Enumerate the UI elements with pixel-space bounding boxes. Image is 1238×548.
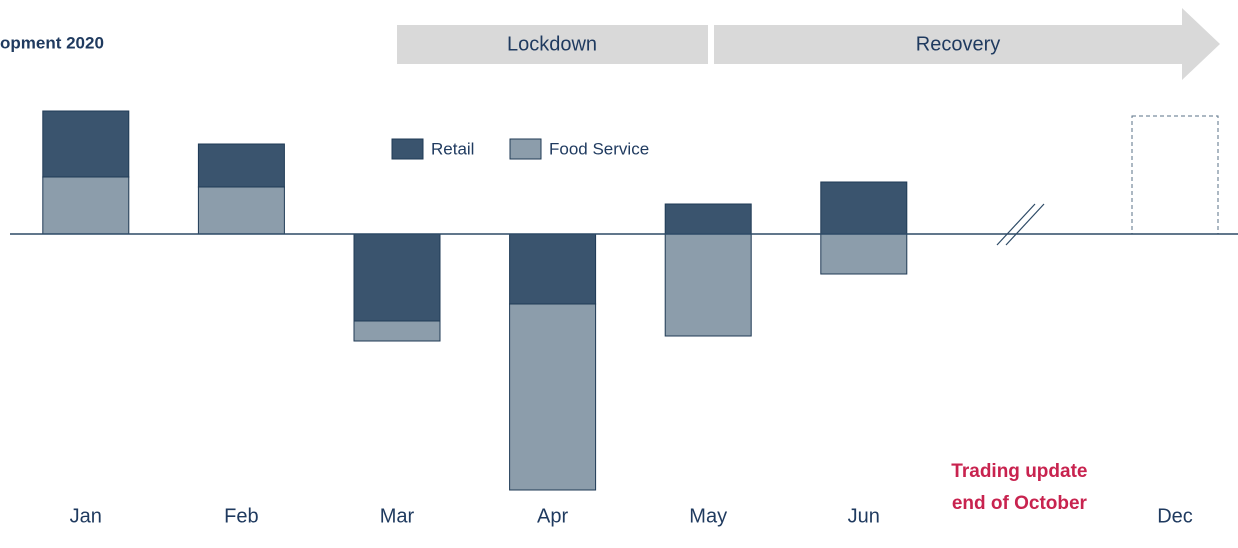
x-tick-label: Apr [537, 505, 568, 527]
legend-label: Food Service [549, 139, 649, 158]
x-tick-label: May [689, 505, 727, 527]
x-tick-label: Mar [380, 505, 415, 527]
lockdown-arrow [397, 25, 708, 64]
x-tick-label: Dec [1157, 505, 1193, 527]
bar-segment [42, 110, 130, 178]
legend-swatch [391, 138, 424, 160]
legend-label: Retail [431, 139, 474, 158]
bar-segment [664, 203, 752, 235]
x-tick-label: Jun [848, 505, 880, 527]
bar-segment [353, 320, 441, 342]
bar-segment [197, 186, 285, 235]
bar-segment [664, 233, 752, 337]
highlight-label: Trading update end of October [951, 461, 1088, 514]
bar-segment [509, 233, 597, 305]
bar-segment [197, 143, 285, 188]
x-tick-label: Trading update end of October [951, 461, 1088, 514]
annotation: Lockdown [507, 33, 597, 55]
recovery-arrow [714, 8, 1220, 80]
bar-segment [820, 181, 908, 235]
bar-segment [509, 303, 597, 491]
bar-segment [820, 233, 908, 275]
break-mark [1005, 203, 1045, 246]
legend-swatch [509, 138, 542, 160]
placeholder-bar [1131, 115, 1219, 235]
break-mark [996, 203, 1036, 246]
bar-segment [353, 233, 441, 322]
x-tick-label: Feb [224, 505, 258, 527]
bar-segment [42, 176, 130, 235]
annotation: Recovery [916, 33, 1000, 55]
chart-title: opment 2020 [0, 33, 104, 52]
x-tick-label: Jan [70, 505, 102, 527]
